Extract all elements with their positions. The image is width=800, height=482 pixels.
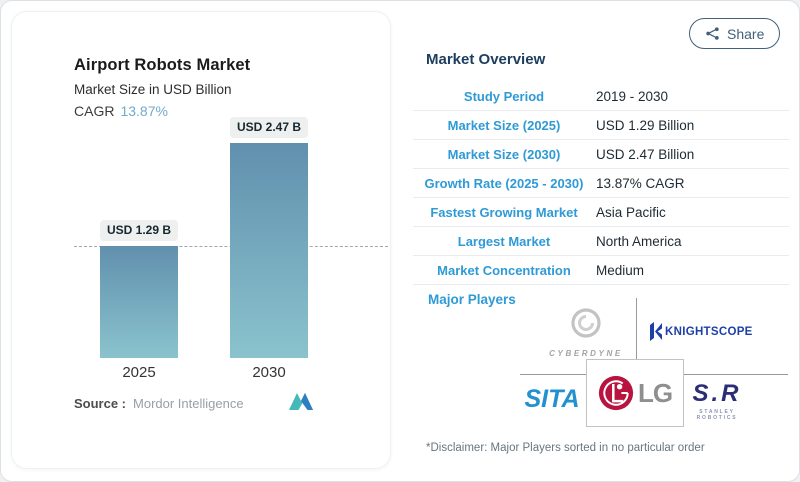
chart-panel: Airport Robots Market Market Size in USD…: [11, 11, 391, 469]
lg-wordmark: LG: [637, 377, 673, 408]
row-label: Market Concentration: [437, 262, 571, 278]
table-row-market-concentration: Market Concentration Medium: [413, 256, 789, 285]
players-divider-vertical: [636, 298, 637, 360]
row-value: 13.87% CAGR: [596, 175, 685, 191]
source-row: Source : Mordor Intelligence: [74, 396, 244, 411]
stanley-robotics-caption: STANLEY ROBOTICS: [696, 409, 738, 421]
lg-emblem-icon: [598, 375, 634, 411]
chart-subtitle: Market Size in USD Billion: [74, 82, 232, 97]
lg-logo: LG: [586, 359, 684, 427]
knightscope-k-icon: [650, 322, 662, 341]
disclaimer-text: *Disclaimer: Major Players sorted in no …: [426, 442, 705, 454]
row-label: Fastest Growing Market: [430, 204, 578, 220]
cyberdyne-emblem-icon: [571, 308, 601, 338]
row-value: Asia Pacific: [596, 204, 666, 220]
share-button-label: Share: [727, 25, 765, 42]
row-value: 2019 - 2030: [596, 88, 669, 104]
bar-value-label-2025: USD 1.29 B: [100, 220, 178, 241]
cagr-value: 13.87%: [120, 103, 168, 119]
row-value: Medium: [596, 262, 645, 278]
row-value: USD 2.47 Billion: [596, 146, 695, 162]
table-row-largest-market: Largest Market North America: [413, 227, 789, 256]
players-divider-right: [684, 374, 788, 375]
market-overview-title: Market Overview: [426, 51, 546, 68]
stanley-robotics-mark: S.R: [692, 380, 742, 407]
row-label: Growth Rate (2025 - 2030): [424, 175, 584, 191]
bar-2030: [230, 143, 308, 358]
chart-cagr: CAGR 13.87%: [74, 103, 168, 119]
source-label: Source :: [74, 396, 127, 411]
knightscope-wordmark: KNIGHTSCOPE: [665, 325, 753, 338]
source-name: Mordor Intelligence: [133, 396, 244, 411]
table-row-fastest-growing-market: Fastest Growing Market Asia Pacific: [413, 198, 789, 227]
x-axis-label-2025: 2025: [122, 364, 156, 381]
table-row-market-size-2025: Market Size (2025) USD 1.29 Billion: [413, 111, 789, 140]
mordor-intelligence-logo-icon: [289, 393, 313, 410]
market-overview-table: Study Period 2019 - 2030 Market Size (20…: [413, 82, 789, 285]
row-label: Largest Market: [457, 233, 551, 249]
table-row-market-size-2030: Market Size (2030) USD 2.47 Billion: [413, 140, 789, 169]
row-label: Market Size (2025): [447, 117, 561, 133]
bar-value-label-2030: USD 2.47 B: [230, 117, 308, 138]
share-icon: [706, 27, 719, 40]
row-value: North America: [596, 233, 682, 249]
row-label: Market Size (2030): [447, 146, 561, 162]
bar-2025: [100, 246, 178, 358]
table-row-study-period: Study Period 2019 - 2030: [413, 82, 789, 111]
share-button[interactable]: Share: [689, 18, 781, 49]
players-divider-left: [520, 374, 586, 375]
stanley-robotics-logo: S.R STANLEY ROBOTICS: [685, 380, 749, 421]
sita-logo: SITA: [524, 385, 580, 413]
cyberdyne-logo: CYBERDYNE: [536, 306, 636, 358]
cagr-label: CAGR: [74, 103, 115, 119]
cyberdyne-wordmark: CYBERDYNE: [549, 349, 623, 358]
major-players-label: Major Players: [428, 292, 516, 307]
row-label: Study Period: [463, 88, 545, 104]
knightscope-logo: KNIGHTSCOPE: [650, 322, 753, 341]
chart-title: Airport Robots Market: [74, 56, 251, 74]
row-value: USD 1.29 Billion: [596, 117, 695, 133]
x-axis-label-2030: 2030: [252, 364, 286, 381]
table-row-growth-rate: Growth Rate (2025 - 2030) 13.87% CAGR: [413, 169, 789, 198]
